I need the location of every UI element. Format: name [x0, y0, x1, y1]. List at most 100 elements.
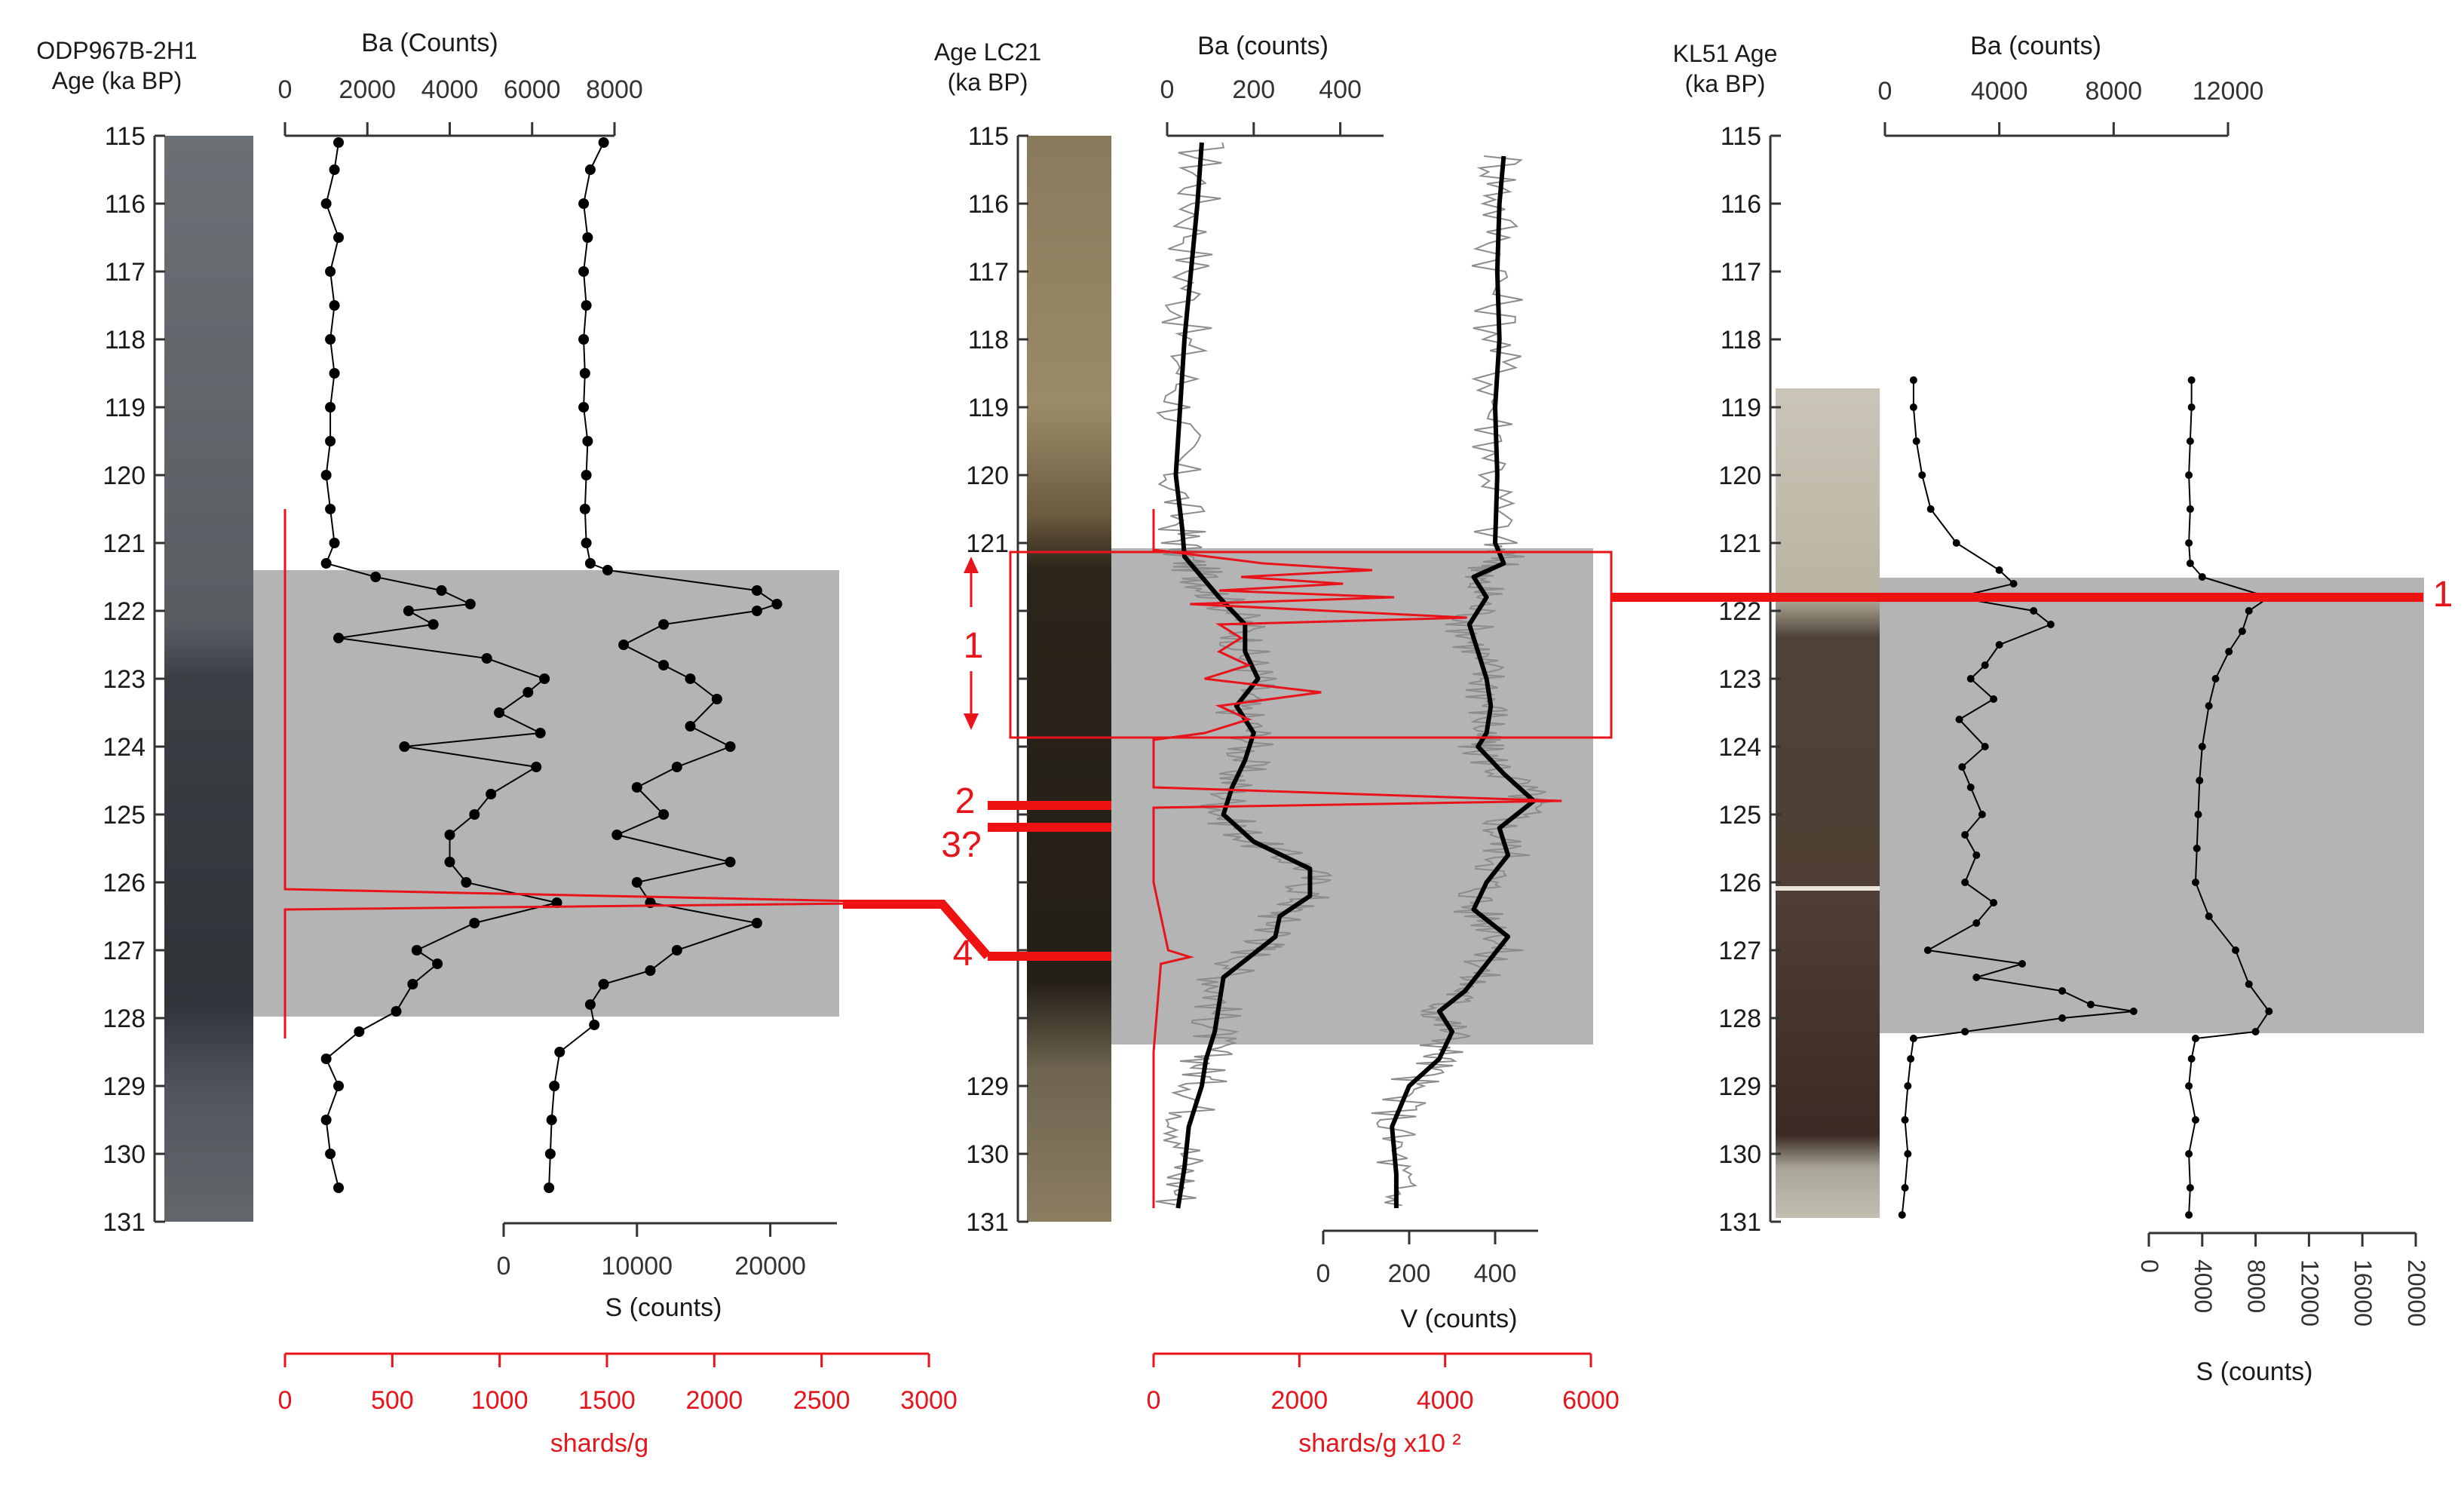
- kl51-0-point: [1909, 403, 1917, 411]
- kl51-1-point: [2185, 1211, 2193, 1219]
- odp967b-1-point: [578, 198, 590, 209]
- shards-axis-title-lc21: shards/g x10 ²: [1298, 1429, 1460, 1458]
- odp967b-0-point: [444, 830, 455, 840]
- odp-shards-axis-tick-label: 0: [278, 1386, 293, 1415]
- odp-shards-axis-tick-label: 3000: [900, 1386, 958, 1415]
- age-tick-label: 124: [1718, 733, 1761, 762]
- age-tick-label: 118: [968, 326, 1009, 354]
- odp967b-1-point: [711, 694, 722, 704]
- kl51-1-point: [2196, 777, 2204, 784]
- odp967b-1-point: [598, 137, 609, 148]
- odp967b-1-point: [751, 606, 762, 616]
- odp967b-1-point: [631, 782, 642, 793]
- odp967b-0-point: [531, 762, 542, 772]
- odp967b-0-point: [333, 633, 345, 643]
- age-tick-label: 124: [103, 733, 146, 762]
- kl51-0-point: [1904, 1082, 1912, 1090]
- odp967b-0-point: [325, 266, 336, 277]
- odp967b-1-point: [671, 762, 682, 772]
- kl51-0-point: [1909, 1035, 1917, 1042]
- lc21-ba-axis-tick-label: 0: [1160, 75, 1175, 104]
- odp967b-1-point: [631, 877, 642, 888]
- kl51-0-point: [1912, 437, 1920, 445]
- age-tick-label: 128: [103, 1005, 146, 1033]
- odp967b-0-point: [320, 558, 332, 569]
- odp967b-1-point: [584, 164, 596, 175]
- age-axis-odp967b: 115 116 117 118 119 120 121 122 123 124 125 126 127 1…: [103, 122, 165, 1237]
- kl51-0-point: [1961, 1028, 1969, 1035]
- age-tick-label: 117: [968, 258, 1009, 287]
- kl51-0-point: [1990, 695, 1998, 703]
- age-tick-label: 129: [103, 1072, 146, 1101]
- kl51-1-point: [2198, 743, 2206, 750]
- lc21-ba-axis-tick-label: 200: [1232, 75, 1275, 104]
- kl51-1-point: [2245, 607, 2253, 615]
- kl51-ba-axis-tick-label: 12000: [2193, 77, 2264, 106]
- kl51-0-point: [1901, 1116, 1909, 1124]
- odp-shards-axis-tick-label: 1500: [578, 1386, 636, 1415]
- age-tick-label: 125: [1718, 801, 1761, 830]
- kl51-0-point: [2030, 607, 2038, 615]
- age-tick-label: 122: [103, 597, 146, 626]
- odp967b-0-point: [432, 959, 443, 969]
- tephra-label-1-lc21: 1: [964, 626, 984, 666]
- s-axis-title-odp967b: S (counts): [605, 1293, 722, 1322]
- shaded-interval-lc21: [1107, 548, 1593, 1044]
- odp967b-0-point: [403, 606, 414, 616]
- kl51-0-point: [1923, 946, 1932, 954]
- odp967b-0-point: [436, 585, 447, 596]
- odp-shards-axis-tick-label: 2500: [793, 1386, 850, 1415]
- age-tick-label: 126: [103, 869, 146, 897]
- age-tick-label: 130: [1718, 1140, 1761, 1169]
- lc21-shards-axis-tick-label: 4000: [1417, 1386, 1474, 1415]
- age-tick-label: 130: [103, 1140, 146, 1169]
- odp967b-0-point: [399, 741, 410, 752]
- lc21-shards-axis-tick-label: 2000: [1271, 1386, 1329, 1415]
- kl51-0-point: [1995, 641, 2003, 649]
- age-tick-label: 120: [1718, 462, 1761, 490]
- odp967b-0-point: [325, 504, 336, 514]
- age-title-lc21-line1: Age LC21: [934, 38, 1041, 66]
- odp967b-1-point: [685, 673, 696, 684]
- kl51-1-point: [2187, 376, 2196, 384]
- kl51-s-axis-tick-label: 0: [2136, 1259, 2163, 1273]
- kl51-0-point: [1995, 566, 2003, 574]
- kl51-1-point: [2191, 1035, 2199, 1042]
- kl51-0-line: [1901, 380, 2135, 1216]
- odp967b-0-point: [329, 164, 340, 175]
- odp967b-1-point: [598, 979, 609, 989]
- kl51-1-point: [2251, 1028, 2260, 1035]
- age-tick-label: 131: [1718, 1208, 1761, 1237]
- age-tick-label: 131: [966, 1208, 1009, 1237]
- odp967b-1-point: [584, 999, 596, 1010]
- odp967b-1-point: [578, 266, 590, 277]
- odp-ba-axis-tick-label: 2000: [339, 75, 396, 104]
- odp967b-1-point: [685, 721, 696, 732]
- shaded-interval-odp967b: [251, 570, 839, 1017]
- tie-line-tephra-4: [843, 900, 991, 959]
- odp-shards-axis-tick-label: 500: [371, 1386, 414, 1415]
- lc21-v-axis-tick-label: 400: [1474, 1259, 1517, 1288]
- lc21-v-axis-tick-label: 0: [1316, 1259, 1331, 1288]
- age-tick-label: 120: [966, 462, 1009, 490]
- odp967b-1-point: [584, 558, 596, 569]
- tephra-1-arrowhead-down: [964, 713, 979, 730]
- age-tick-label: 126: [1718, 869, 1761, 897]
- age-tick-label: 120: [103, 462, 146, 490]
- odp967b-0-point: [539, 673, 550, 684]
- kl51-s-axis-tick-label: 20000: [2403, 1259, 2430, 1327]
- kl51-0-point: [1972, 851, 1981, 859]
- kl51-0-point: [1972, 974, 1981, 981]
- kl51-0-point: [1958, 763, 1966, 771]
- odp967b-0-point: [551, 897, 562, 908]
- odp967b-1-point: [554, 1047, 565, 1057]
- lc21-v-axis-tick-label: 200: [1388, 1259, 1431, 1288]
- tephra-1-bracket-lc21: [1009, 551, 1613, 739]
- lc21-shards-axis-tick-label: 0: [1147, 1386, 1161, 1415]
- kl51-1-point: [2185, 1082, 2193, 1090]
- odp967b-0-point: [325, 334, 336, 345]
- odp-shards-axis-tick-label: 1000: [471, 1386, 529, 1415]
- age-tick-label: 116: [1721, 190, 1761, 219]
- lc21-shards-axis-tick-label: 6000: [1562, 1386, 1620, 1415]
